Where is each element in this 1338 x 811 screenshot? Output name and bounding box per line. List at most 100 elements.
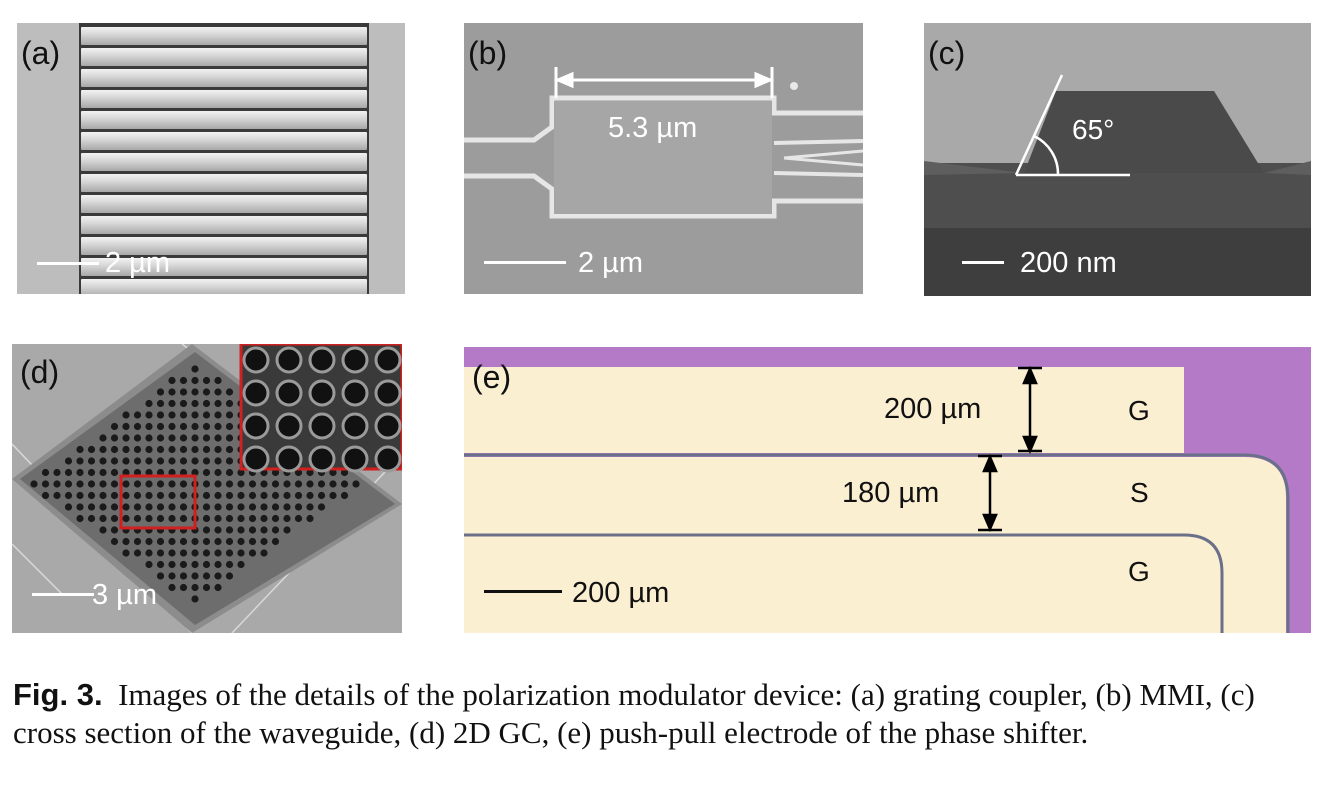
gc-hole	[145, 399, 153, 408]
panel-label: (c)	[928, 35, 966, 71]
gc-hole	[145, 457, 153, 465]
gc-hole	[156, 572, 165, 580]
gc-hole	[122, 480, 130, 488]
gc-hole	[122, 537, 130, 546]
gc-hole	[260, 549, 268, 557]
gc-hole	[87, 503, 96, 511]
gc-hole	[179, 514, 188, 523]
gc-hole	[260, 514, 268, 523]
gc-hole	[156, 457, 165, 465]
scale-bar-label: 200 nm	[1020, 247, 1117, 279]
grating-bar	[81, 216, 367, 234]
gc-hole	[179, 434, 188, 442]
gc-hole	[76, 503, 84, 511]
inset-hole	[242, 379, 270, 407]
scale-bar-line	[962, 261, 1004, 264]
gc-hole	[271, 503, 280, 511]
panel-label: (a)	[21, 35, 61, 71]
inset-hole	[242, 445, 270, 473]
gc-hole	[179, 411, 188, 419]
gc-hole	[283, 526, 291, 534]
gc-hole	[191, 549, 199, 557]
gc-hole	[202, 503, 211, 511]
gc-hole	[225, 480, 234, 488]
gc-hole	[76, 491, 84, 500]
gc-hole	[133, 491, 142, 500]
gc-hole	[110, 445, 119, 454]
gc-hole	[214, 388, 222, 396]
gc-hole	[329, 480, 337, 488]
gc-hole	[294, 514, 303, 523]
gc-hole	[225, 434, 234, 442]
gc-hole	[179, 549, 188, 557]
gc-hole	[156, 480, 165, 488]
gc-hole	[156, 388, 165, 396]
gc-hole	[122, 422, 130, 431]
gc-hole	[145, 411, 153, 419]
gc-hole	[168, 480, 176, 488]
grating-bar	[81, 153, 367, 171]
gc-hole	[179, 468, 188, 477]
gc-hole	[133, 537, 142, 546]
gc-hole	[214, 376, 222, 385]
gc-hole	[260, 526, 268, 534]
zoom-region-box	[119, 474, 197, 530]
gc-hole	[145, 549, 153, 557]
panel-a-grating-coupler-image: (a) 2 µm	[17, 23, 405, 294]
gc-hole	[191, 399, 199, 408]
gc-hole	[225, 526, 234, 534]
gc-hole	[179, 583, 188, 592]
gc-hole	[64, 468, 73, 477]
gc-hole	[294, 503, 303, 511]
gc-hole	[168, 445, 176, 454]
panel-d-2d-gc-image: (d) 3 µm	[12, 344, 402, 633]
gc-hole	[237, 480, 245, 488]
gc-drawing	[12, 344, 402, 633]
gc-hole	[64, 491, 73, 500]
panel-label: (b)	[468, 35, 508, 71]
scale-bar-line	[484, 261, 566, 264]
gc-hole	[179, 537, 188, 546]
gc-hole	[237, 468, 245, 477]
gc-hole	[248, 480, 257, 488]
gc-hole	[179, 376, 188, 385]
scale-bar-line	[37, 262, 99, 265]
mmi-length-label: 5.3 µm	[608, 112, 698, 144]
mmi-drawing	[464, 67, 863, 219]
mid-gap-label: 180 µm	[842, 477, 940, 509]
scale-bar-line	[32, 593, 94, 596]
gc-hole	[179, 491, 188, 500]
grating-bar	[81, 174, 367, 192]
gc-hole	[99, 491, 107, 500]
gc-hole	[202, 491, 211, 500]
gc-hole	[214, 537, 222, 546]
gc-hole	[225, 422, 234, 431]
gc-hole	[145, 445, 153, 454]
gc-hole	[214, 549, 222, 557]
gc-hole	[294, 468, 303, 477]
gc-hole	[225, 468, 234, 477]
gc-hole	[352, 480, 360, 488]
gc-hole	[133, 411, 142, 419]
grating-bar	[81, 48, 367, 66]
gc-hole	[41, 491, 50, 500]
gc-hole	[271, 526, 280, 534]
gc-hole	[202, 468, 211, 477]
gc-hole	[76, 514, 84, 523]
gc-hole	[99, 526, 107, 534]
gc-hole	[168, 583, 176, 592]
gc-hole	[260, 491, 268, 500]
inset-hole	[374, 379, 402, 407]
gc-hole	[248, 503, 257, 511]
gc-hole	[168, 503, 176, 511]
gc-hole	[248, 537, 257, 546]
top-gap-label: 200 µm	[884, 393, 982, 425]
grating-bar	[81, 258, 367, 276]
gc-hole	[271, 480, 280, 488]
inset-hole	[242, 346, 270, 374]
gc-hole	[87, 514, 96, 523]
grating-bar	[81, 90, 367, 108]
gc-hole	[168, 468, 176, 477]
gc-hole	[122, 434, 130, 442]
gc-hole	[179, 457, 188, 465]
